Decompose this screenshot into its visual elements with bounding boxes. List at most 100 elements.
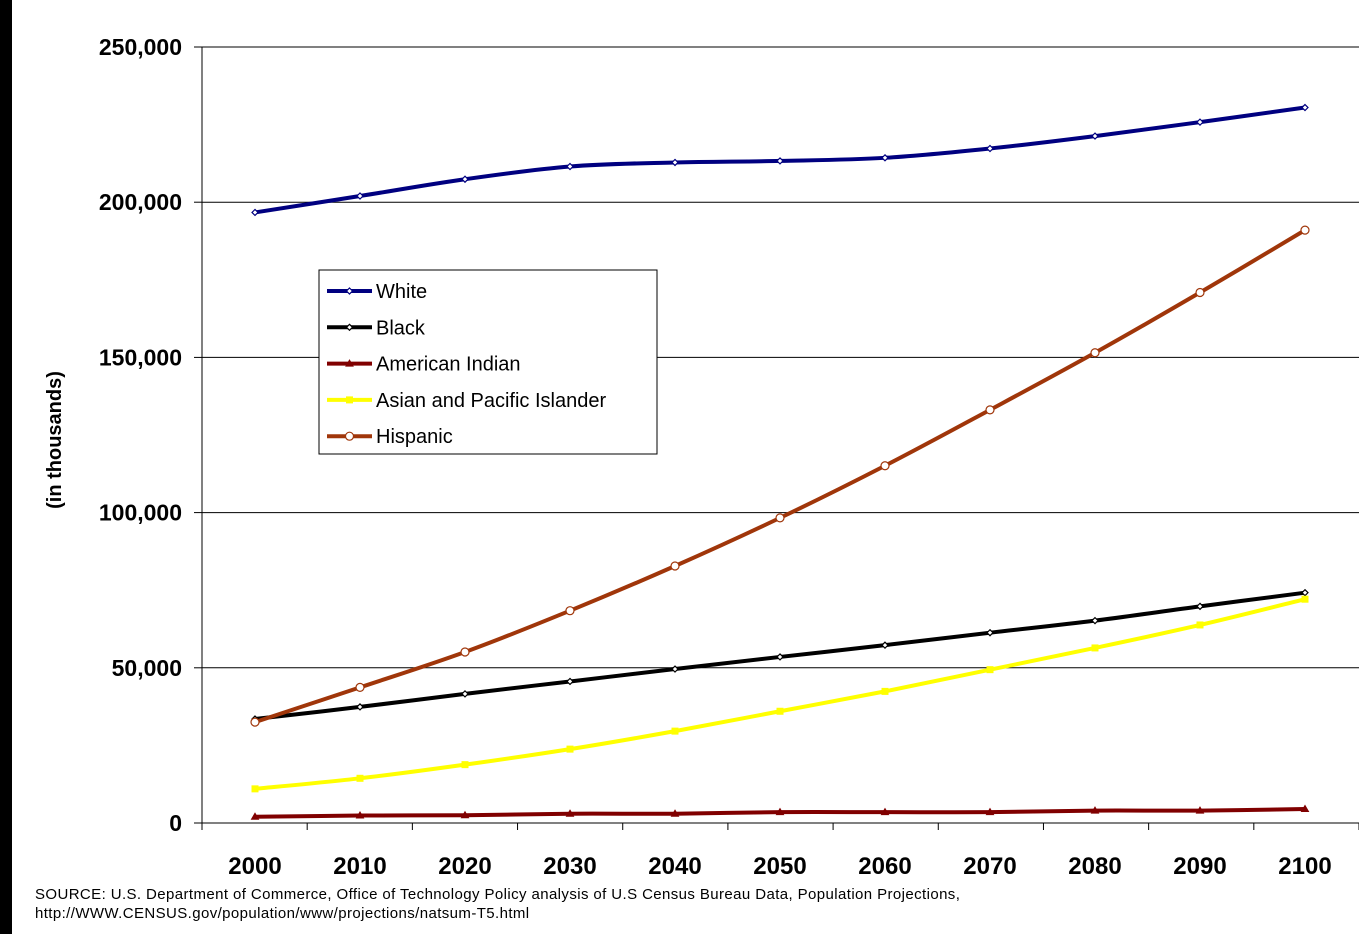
point-white-2010: [356, 192, 364, 200]
chart-panel: 0 50,000 100,000 150,000 200,000 250,000 2000…: [12, 0, 1359, 934]
x-tick-label-2020: 2020: [438, 853, 491, 880]
x-tick-label-2030: 2030: [543, 853, 596, 880]
x-tick-label-2000: 2000: [228, 853, 281, 880]
point-black-2040: [671, 665, 679, 673]
point-hispanic-2030: [565, 606, 575, 616]
x-tick-label-2050: 2050: [753, 853, 806, 880]
point-black-2010: [356, 703, 364, 711]
point-asian-and-pacific-islander-2080: [1091, 644, 1099, 652]
series-line-asian-and-pacific-islander: [253, 597, 1307, 791]
x-axis-tick-labels: 2000 2010 2020 2030 2040 2050 2060 2070 2080 2090…: [228, 853, 1331, 880]
point-hispanic-2090: [1195, 287, 1205, 298]
data-series: [250, 103, 1310, 820]
point-hispanic-2070: [985, 405, 995, 415]
point-hispanic-2080: [1090, 348, 1100, 358]
point-black-2070: [986, 628, 994, 637]
point-black-2100: [1301, 588, 1309, 597]
point-asian-and-pacific-islander-2050: [776, 707, 784, 715]
legend-item-asian-and-pacific-islander: Asian and Pacific Islander: [327, 390, 606, 412]
x-tick-label-2090: 2090: [1173, 853, 1226, 880]
line-chart: 0 50,000 100,000 150,000 200,000 250,000 2000…: [44, 34, 1359, 880]
point-asian-and-pacific-islander-2090: [1196, 621, 1204, 629]
series-black: [251, 588, 1309, 723]
point-american-indian-2000: [250, 812, 260, 820]
legend-label-white: White: [376, 281, 427, 303]
point-black-2020: [461, 690, 469, 698]
series-hispanic: [250, 225, 1310, 727]
y-tick-label-0: 0: [169, 810, 182, 836]
point-black-2030: [566, 677, 574, 686]
point-asian-and-pacific-islander-2020: [461, 761, 469, 769]
point-american-indian-2100: [1300, 804, 1310, 813]
point-american-indian-2030: [565, 809, 575, 817]
point-asian-and-pacific-islander-2100: [1301, 595, 1309, 603]
y-tick-label-100000: 100,000: [99, 500, 182, 526]
axes: [201, 47, 1359, 830]
point-asian-and-pacific-islander-2030: [566, 745, 574, 753]
point-black-2090: [1196, 602, 1204, 611]
point-american-indian-2060: [880, 807, 890, 816]
y-tick-label-250000: 250,000: [99, 34, 182, 60]
legend-marker-hispanic: [344, 431, 355, 441]
point-white-2090: [1196, 118, 1204, 126]
point-hispanic-2000: [250, 717, 260, 727]
series-white: [251, 103, 1309, 217]
point-white-2020: [461, 175, 469, 184]
point-hispanic-2060: [880, 461, 890, 471]
legend-label-american-indian: American Indian: [376, 354, 521, 376]
source-line-1: SOURCE: U.S. Department of Commerce, Off…: [35, 886, 961, 903]
legend-marker-white: [345, 287, 354, 295]
point-white-2070: [986, 144, 994, 153]
point-hispanic-2020: [460, 647, 470, 657]
point-white-2040: [671, 158, 679, 167]
point-black-2060: [881, 641, 889, 649]
legend-label-hispanic: Hispanic: [376, 426, 453, 448]
point-american-indian-2070: [985, 807, 995, 816]
y-tick-label-50000: 50,000: [112, 655, 182, 681]
series-american-indian: [250, 804, 1310, 820]
legend-box: [318, 269, 658, 455]
point-american-indian-2050: [775, 807, 785, 816]
legend-item-black: Black: [327, 317, 426, 339]
point-white-2080: [1091, 132, 1099, 140]
point-american-indian-2020: [460, 810, 470, 819]
point-hispanic-2040: [670, 561, 680, 571]
series-asian-and-pacific-islander: [251, 595, 1309, 793]
legend-label-black: Black: [376, 317, 426, 339]
point-white-2030: [566, 162, 574, 171]
point-american-indian-2090: [1195, 806, 1205, 814]
x-tick-label-2040: 2040: [648, 853, 701, 880]
point-american-indian-2080: [1090, 806, 1100, 814]
legend-label-asian-and-pacific-islander: Asian and Pacific Islander: [376, 390, 606, 412]
point-black-2050: [776, 653, 784, 661]
y-tick-label-200000: 200,000: [99, 189, 182, 215]
y-tick-label-150000: 150,000: [99, 344, 182, 370]
legend-marker-american-indian: [345, 359, 354, 367]
source-note: SOURCE: U.S. Department of Commerce, Off…: [35, 885, 1355, 923]
legend: White Black American Indian Asian and Pacif…: [318, 269, 658, 455]
point-asian-and-pacific-islander-2070: [986, 666, 994, 674]
point-american-indian-2010: [355, 811, 365, 819]
x-tick-label-2080: 2080: [1068, 853, 1121, 880]
point-white-2000: [251, 208, 259, 217]
legend-marker-asian-and-pacific-islander: [346, 396, 353, 404]
point-asian-and-pacific-islander-2040: [671, 727, 679, 735]
x-tick-label-2070: 2070: [963, 853, 1016, 880]
point-black-2080: [1091, 616, 1099, 625]
x-tick-label-2100: 2100: [1278, 853, 1331, 880]
legend-item-american-indian: American Indian: [327, 354, 521, 376]
point-hispanic-2010: [355, 682, 365, 692]
legend-marker-black: [345, 323, 354, 332]
point-american-indian-2040: [670, 809, 680, 817]
x-tick-label-2060: 2060: [858, 853, 911, 880]
point-hispanic-2050: [775, 513, 785, 523]
source-line-2: http://WWW.CENSUS.gov/population/www/pro…: [35, 905, 530, 922]
point-white-2100: [1301, 103, 1309, 112]
point-asian-and-pacific-islander-2060: [881, 687, 889, 695]
y-axis-tick-labels: 0 50,000 100,000 150,000 200,000 250,000: [99, 34, 182, 836]
legend-item-hispanic: Hispanic: [327, 426, 453, 448]
point-asian-and-pacific-islander-2000: [251, 785, 259, 793]
legend-item-white: White: [327, 281, 427, 303]
point-asian-and-pacific-islander-2010: [356, 774, 364, 782]
x-tick-label-2010: 2010: [333, 853, 386, 880]
